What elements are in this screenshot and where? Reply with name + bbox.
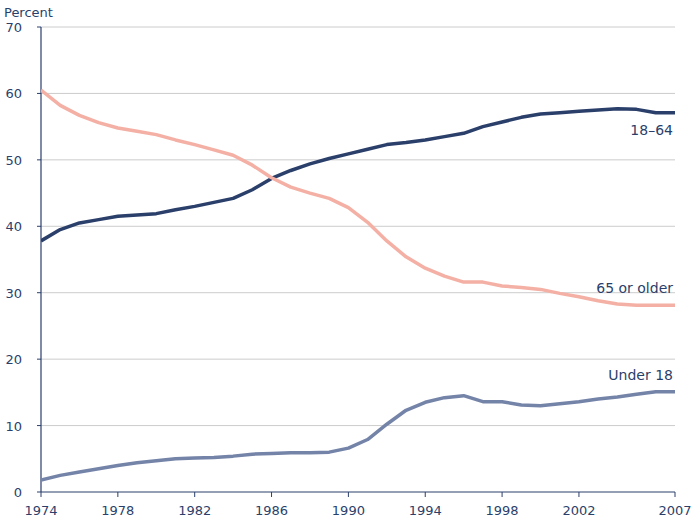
grid-line	[41, 425, 675, 426]
x-tick	[117, 492, 118, 497]
series-line	[41, 109, 675, 241]
series-line	[41, 392, 675, 480]
grid-line	[41, 359, 675, 360]
grid-line	[41, 27, 675, 28]
series-line	[41, 90, 675, 305]
x-tick	[578, 492, 579, 497]
x-tick-label: 1990	[332, 503, 365, 518]
y-tick-label: 40	[5, 219, 22, 234]
y-axis-label: Percent	[4, 5, 53, 20]
x-tick	[675, 492, 676, 497]
grid-line	[41, 226, 675, 227]
plot-area	[41, 90, 675, 480]
series-label: 65 or older	[596, 280, 673, 296]
grid-line	[41, 93, 675, 94]
x-tick-label: 2002	[562, 503, 595, 518]
x-tick-label: 1982	[178, 503, 211, 518]
y-tick-label: 20	[5, 352, 22, 367]
y-tick-label: 10	[5, 419, 22, 434]
x-tick	[348, 492, 349, 497]
y-tick-label: 70	[5, 20, 22, 35]
y-tick-label: 50	[5, 153, 22, 168]
x-tick	[425, 492, 426, 497]
x-tick	[41, 492, 42, 497]
x-tick-label: 1994	[409, 503, 442, 518]
x-tick-label: 1998	[486, 503, 519, 518]
y-tick-label: 30	[5, 286, 22, 301]
chart: 0 10 20 30 40 50 60 70 1974 1978 1982 1986 1990 1994 1…	[0, 0, 700, 525]
x-tick	[194, 492, 195, 497]
series-label: 18–64	[630, 122, 673, 138]
x-tick-label: 1974	[24, 503, 57, 518]
grid-line	[41, 159, 675, 160]
y-tick-label: 0	[14, 485, 22, 500]
x-tick-label: 1978	[101, 503, 134, 518]
x-tick	[502, 492, 503, 497]
x-tick-label: 2007	[658, 503, 691, 518]
x-tick-label: 1986	[255, 503, 288, 518]
y-axis	[40, 27, 41, 492]
series-label: Under 18	[608, 367, 673, 383]
y-tick-label: 60	[5, 86, 22, 101]
grid-line	[41, 292, 675, 293]
x-axis	[41, 491, 675, 492]
x-tick	[271, 492, 272, 497]
